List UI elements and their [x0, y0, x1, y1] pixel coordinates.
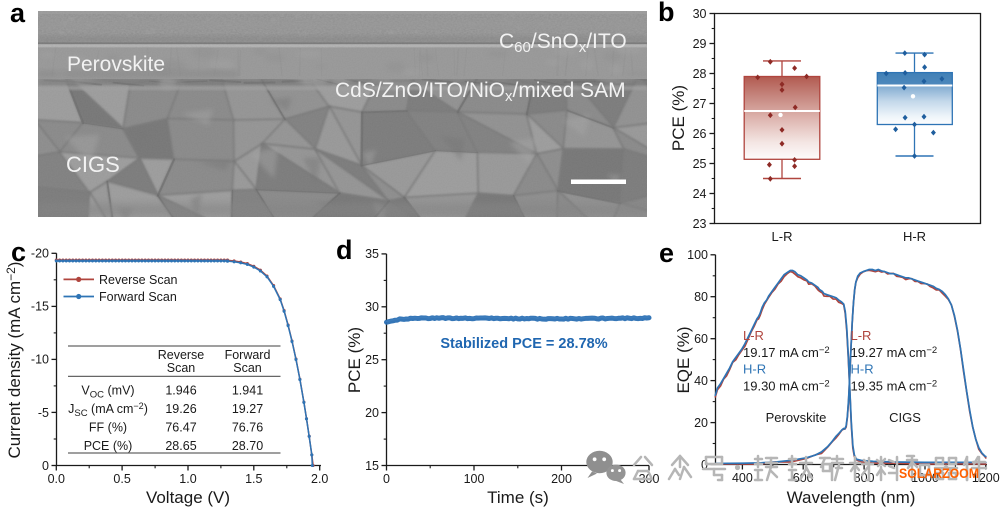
svg-text:Forward Scan: Forward Scan [99, 290, 177, 304]
svg-text:29: 29 [693, 37, 707, 51]
svg-text:Scan: Scan [233, 361, 262, 375]
svg-text:Scan: Scan [167, 361, 196, 375]
svg-text:19.27 mA cm−2: 19.27 mA cm−2 [851, 345, 938, 360]
svg-text:28.65: 28.65 [165, 439, 196, 453]
svg-text:H-R: H-R [851, 362, 874, 377]
svg-text:26: 26 [693, 127, 707, 141]
svg-text:L-R: L-R [851, 328, 872, 343]
svg-text:200: 200 [551, 472, 572, 486]
svg-text:Wavelength (nm): Wavelength (nm) [787, 488, 916, 507]
svg-text:SOLARZOOM: SOLARZOOM [899, 465, 979, 481]
svg-text:L-R: L-R [772, 229, 793, 244]
svg-text:Forward: Forward [225, 348, 271, 362]
svg-text:-15: -15 [31, 300, 49, 314]
svg-text:60: 60 [694, 332, 708, 346]
svg-text:23: 23 [693, 217, 707, 231]
svg-text:40: 40 [694, 374, 708, 388]
svg-text:19.17 mA cm−2: 19.17 mA cm−2 [743, 345, 830, 360]
svg-text:Time (s): Time (s) [487, 488, 549, 507]
svg-text:FF (%): FF (%) [89, 421, 127, 435]
svg-text:Reverse Scan: Reverse Scan [99, 273, 178, 287]
svg-text:28: 28 [693, 67, 707, 81]
svg-text:2.0: 2.0 [311, 472, 328, 486]
svg-text:Reverse: Reverse [158, 348, 205, 362]
svg-text:PCE (%): PCE (%) [84, 439, 133, 453]
svg-text:CdS/ZnO/ITO/NiOx/mixed SAM: CdS/ZnO/ITO/NiOx/mixed SAM [335, 79, 626, 105]
svg-text:Voltage (V): Voltage (V) [146, 488, 230, 507]
svg-text:Perovskite: Perovskite [766, 410, 827, 425]
svg-text:100: 100 [687, 248, 708, 262]
svg-text:H-R: H-R [743, 362, 766, 377]
svg-text:-20: -20 [31, 247, 49, 261]
svg-text:80: 80 [694, 290, 708, 304]
svg-text:c: c [11, 237, 26, 267]
svg-text:-5: -5 [38, 406, 49, 420]
svg-text:1.5: 1.5 [245, 472, 262, 486]
svg-text:PCE (%): PCE (%) [669, 85, 688, 151]
svg-text:28.70: 28.70 [232, 439, 263, 453]
svg-text:d: d [336, 235, 353, 265]
svg-text:EQE (%): EQE (%) [674, 326, 693, 393]
svg-text:CIGS: CIGS [66, 152, 120, 177]
svg-text:20: 20 [694, 416, 708, 430]
svg-text:PCE (%): PCE (%) [345, 327, 364, 393]
svg-text:Current density (mA cm−2): Current density (mA cm−2) [4, 262, 24, 459]
svg-text:27: 27 [693, 97, 707, 111]
svg-text:20: 20 [365, 406, 379, 420]
svg-text:0: 0 [701, 458, 708, 472]
svg-text:L-R: L-R [743, 328, 764, 343]
svg-text:25: 25 [365, 353, 379, 367]
svg-text:e: e [659, 238, 674, 268]
svg-text:19.27: 19.27 [232, 402, 263, 416]
svg-text:H-R: H-R [903, 229, 926, 244]
svg-text:1000: 1000 [911, 471, 939, 485]
svg-text:30: 30 [693, 7, 707, 21]
svg-text:24: 24 [693, 187, 707, 201]
svg-text:76.47: 76.47 [165, 421, 196, 435]
svg-text:19.26: 19.26 [165, 402, 196, 416]
svg-text:400: 400 [732, 471, 753, 485]
svg-text:76.76: 76.76 [232, 421, 263, 435]
svg-text:100: 100 [464, 472, 485, 486]
svg-text:CIGS: CIGS [889, 410, 921, 425]
svg-text:1.946: 1.946 [165, 384, 196, 398]
svg-text:0: 0 [42, 459, 49, 473]
svg-text:15: 15 [365, 459, 379, 473]
svg-text:-10: -10 [31, 353, 49, 367]
svg-text:0: 0 [383, 472, 390, 486]
svg-text:Stabilized PCE = 28.78%: Stabilized PCE = 28.78% [440, 336, 607, 352]
svg-text:0.5: 0.5 [113, 472, 130, 486]
svg-text:19.35 mA cm−2: 19.35 mA cm−2 [851, 379, 938, 394]
svg-text:a: a [10, 0, 26, 28]
svg-text:25: 25 [693, 157, 707, 171]
svg-text:30: 30 [365, 300, 379, 314]
svg-text:JSC (mA cm−2): JSC (mA cm−2) [68, 401, 148, 419]
svg-text:Perovskite: Perovskite [67, 53, 165, 76]
svg-text:35: 35 [365, 247, 379, 261]
svg-text:0.0: 0.0 [48, 472, 65, 486]
svg-text:19.30 mA cm−2: 19.30 mA cm−2 [743, 379, 830, 394]
svg-text:b: b [658, 0, 675, 27]
svg-text:1.941: 1.941 [232, 384, 263, 398]
svg-text:1.0: 1.0 [179, 472, 196, 486]
